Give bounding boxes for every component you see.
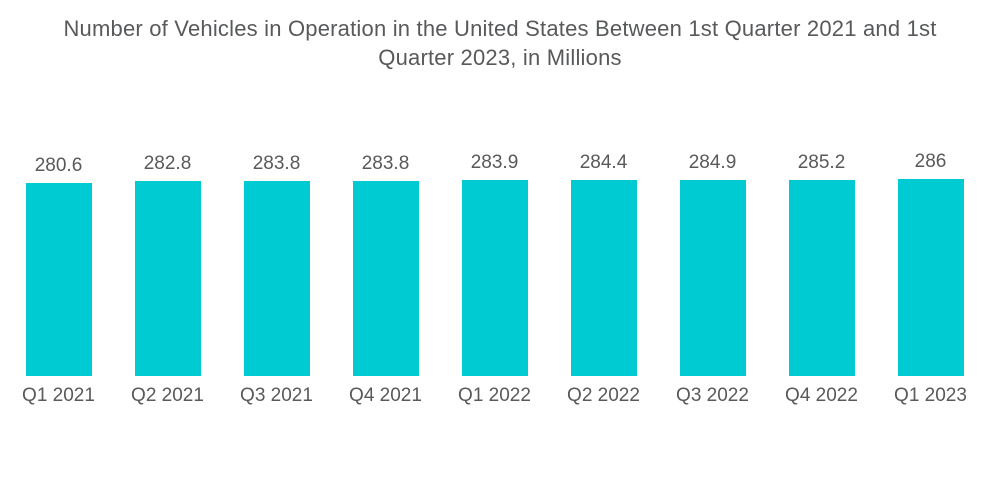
bar-column: 284.9 Q3 2022: [658, 152, 767, 409]
bar-column: 284.4 Q2 2022: [549, 152, 658, 409]
bar: [352, 181, 419, 376]
bar-value-label: 286: [914, 151, 947, 172]
bar-column: 282.8 Q2 2021: [113, 153, 222, 409]
bar-value-label: 285.2: [797, 152, 846, 173]
bar: [461, 180, 528, 376]
bar: [570, 180, 637, 376]
bar-category-label: Q1 2022: [458, 385, 531, 406]
bar: [897, 179, 964, 376]
bar-value-label: 280.6: [34, 155, 83, 176]
bar-category-label: Q4 2022: [785, 385, 858, 406]
bar-category-label: Q4 2021: [349, 385, 422, 406]
bar-value-label: 283.8: [252, 153, 301, 174]
bar-value-label: 282.8: [143, 153, 192, 174]
bar-column: 283.9 Q1 2022: [440, 152, 549, 409]
bar: [134, 181, 201, 376]
bar-column: 283.8 Q4 2021: [331, 153, 440, 409]
bar-value-label: 283.9: [470, 152, 519, 173]
bar-category-label: Q3 2021: [240, 385, 313, 406]
bar: [679, 180, 746, 376]
bar-category-label: Q2 2022: [567, 385, 640, 406]
bar-category-label: Q3 2022: [676, 385, 749, 406]
bar-column: 283.8 Q3 2021: [222, 153, 331, 409]
bar-column: 280.6 Q1 2021: [4, 155, 113, 409]
bar-value-label: 283.8: [361, 153, 410, 174]
bars-row: 280.6 Q1 2021 282.8 Q2 2021 283.8 Q3 2021 283.…: [4, 151, 985, 409]
bar: [788, 180, 855, 376]
bar-value-label: 284.9: [688, 152, 737, 173]
bar-category-label: Q2 2021: [131, 385, 204, 406]
bar-category-label: Q1 2023: [894, 385, 967, 406]
bar-column: 286 Q1 2023: [876, 151, 985, 409]
bar-category-label: Q1 2021: [22, 385, 95, 406]
bar-column: 285.2 Q4 2022: [767, 152, 876, 409]
bar: [25, 183, 92, 376]
chart-title: Number of Vehicles in Operation in the U…: [63, 16, 937, 70]
bar: [243, 181, 310, 376]
bar-value-label: 284.4: [579, 152, 628, 173]
